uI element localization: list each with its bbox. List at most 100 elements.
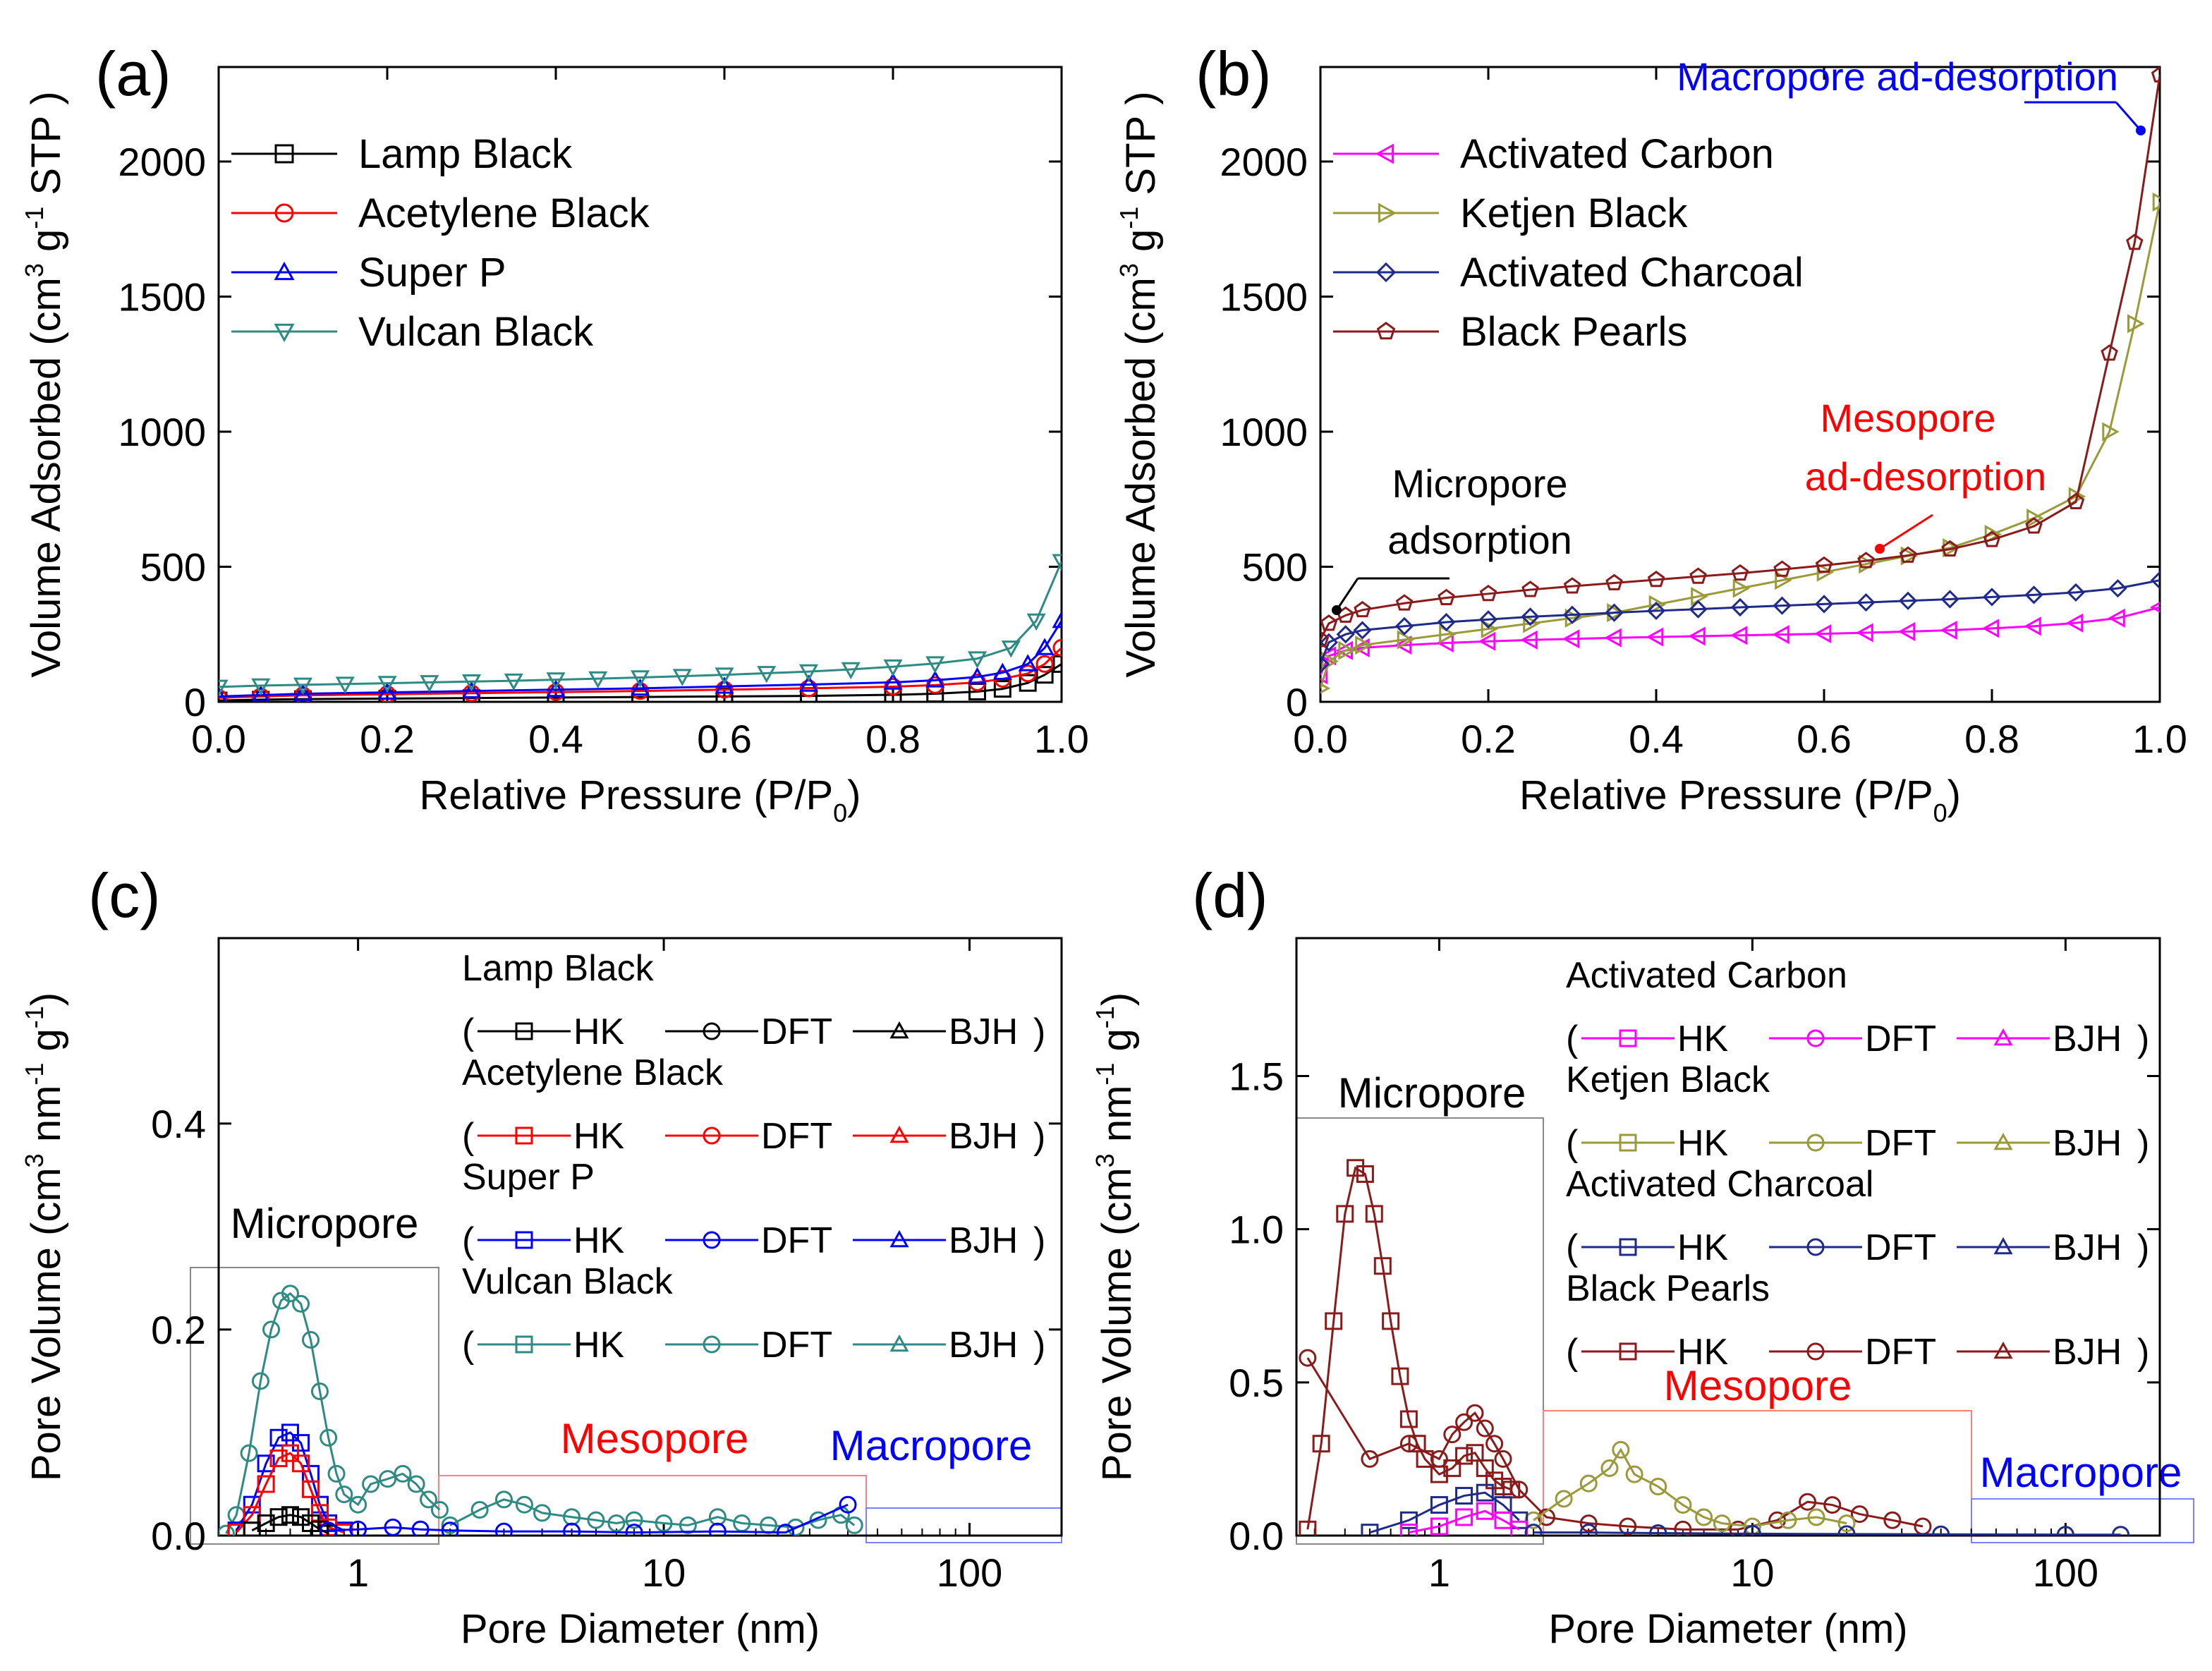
data-point-vulcan-black-hk <box>301 1331 320 1349</box>
legend-method-label: BJH <box>2053 1019 2122 1059</box>
legend-method-label: DFT <box>1865 1019 1936 1059</box>
panel-label: (a) <box>95 39 171 109</box>
legend-group-name: Black Pearls <box>1566 1268 1770 1309</box>
annotation-mesopore-dot <box>1875 544 1885 554</box>
data-point-vulcan-black <box>841 662 861 680</box>
data-point-vulcan-black-hk <box>430 1500 449 1519</box>
data-point-ketjen-black <box>2026 509 2044 528</box>
x-tick-label: 0.4 <box>528 717 583 761</box>
data-point-vulcan-black <box>798 664 819 682</box>
annotation-micropore: adsorption <box>1387 518 1572 562</box>
legend-method-label: BJH <box>2053 1227 2122 1268</box>
data-point-activated-charcoal <box>1478 610 1498 629</box>
legend-method-label: HK <box>1677 1332 1729 1373</box>
legend-marker <box>1619 1134 1637 1152</box>
legend-marker <box>1993 1236 2013 1255</box>
legend-close-paren: ) <box>2137 1019 2149 1059</box>
data-point-black-pearls <box>1605 573 1623 590</box>
macropore-region-box <box>1971 1498 2194 1543</box>
data-point-ketjen-black <box>1984 525 2003 545</box>
data-point-activated-charcoal-dft <box>1932 1525 1950 1536</box>
y-axis-label-part: 3 <box>20 263 49 277</box>
legend-group-name: Acetylene Black <box>462 1052 724 1093</box>
data-point-black-pearls <box>1983 530 2001 547</box>
annotation-mesopore: ad-desorption <box>1805 454 2046 499</box>
data-point-vulcan-black-hk <box>335 1485 353 1504</box>
data-point-ketjen-black <box>1732 578 1751 598</box>
mesopore-region-box <box>1543 1410 1972 1536</box>
legend-marker <box>1806 1238 1825 1256</box>
data-point-activated-charcoal-hk <box>1430 1496 1448 1514</box>
legend-open-paren: ( <box>1566 1123 1579 1164</box>
data-point-black-pearls <box>1899 546 1917 563</box>
data-point-black-pearls <box>1941 540 1959 557</box>
data-point-black-pearls-hk <box>1443 1459 1462 1477</box>
data-point-activated-carbon <box>1320 665 1328 685</box>
annotation-macropore: Macropore ad-desorption <box>1677 54 2118 99</box>
data-point-vulcan-black <box>335 676 355 694</box>
plot-frame <box>1319 66 2161 703</box>
data-point-vulcan-black-dft <box>679 1516 697 1534</box>
data-point-activated-charcoal-hk <box>1361 1524 1379 1536</box>
data-point-super-p-dft <box>384 1518 402 1536</box>
legend-marker <box>703 1022 721 1040</box>
data-point-activated-charcoal-dft <box>1649 1524 1667 1536</box>
x-axis-label: Relative Pressure (P/P0) <box>419 772 861 827</box>
x-axis-label-main: Relative Pressure (P/P <box>1519 772 1933 818</box>
data-point-activated-charcoal-dft <box>1743 1524 1761 1536</box>
data-point-black-pearls-dft <box>1299 1349 1317 1367</box>
data-point-super-p-dft <box>839 1495 857 1514</box>
panel-d: (d) Micropore Mesopore Macropore 1 10 100 0.0 0.… <box>1090 861 2194 1652</box>
data-point-acetylene-black-hk <box>281 1444 299 1462</box>
x-tick-label: 0.8 <box>1964 717 2019 761</box>
data-point-vulcan-black-hk <box>394 1464 412 1483</box>
data-point-vulcan-black <box>461 674 482 692</box>
data-point-black-pearls <box>1479 584 1497 602</box>
legend-marker <box>889 1334 909 1352</box>
y-axis-label-part: ) <box>1094 992 1140 1006</box>
data-point-vulcan-black-dft <box>786 1518 805 1536</box>
legend-label: Ketjen Black <box>1460 190 1688 236</box>
legend-method-label: BJH <box>2053 1332 2122 1373</box>
data-point-activated-carbon <box>2108 608 2125 628</box>
data-point-lamp-black <box>1035 666 1054 684</box>
legend-marker <box>515 1231 533 1249</box>
data-point-acetylene-black <box>547 683 565 701</box>
x-axis-label-end: ) <box>1947 772 1961 818</box>
data-point-lamp-black <box>993 680 1011 698</box>
data-point-black-pearls-dft <box>1361 1450 1379 1468</box>
data-point-black-pearls-dft <box>1799 1493 1817 1511</box>
data-point-vulcan-black-hk <box>310 1383 329 1401</box>
legend-marker <box>703 1335 721 1354</box>
mesopore-label: Mesopore <box>561 1415 749 1462</box>
data-point-activated-charcoal <box>1521 607 1540 626</box>
data-point-vulcan-black <box>967 651 988 669</box>
data-point-activated-carbon <box>1394 636 1412 655</box>
data-point-super-p <box>219 686 228 702</box>
panel-label: (c) <box>88 861 161 930</box>
annotation-mesopore: Mesopore <box>1820 396 1995 440</box>
data-point-black-pearls-hk <box>1299 1520 1317 1536</box>
y-axis-label-part: -1 <box>1090 1006 1119 1028</box>
legend-marker <box>889 1229 909 1248</box>
data-point-activated-charcoal <box>1336 625 1355 644</box>
data-point-vulcan-black-dft <box>708 1508 727 1526</box>
y-tick-label: 2000 <box>118 140 206 184</box>
data-point-super-p <box>925 670 945 688</box>
data-point-black-pearls <box>2067 492 2085 509</box>
legend-marker <box>274 203 294 223</box>
data-point-super-p-dft <box>625 1524 643 1536</box>
data-point-black-pearls-hk <box>1336 1205 1354 1223</box>
legend-marker <box>1378 202 1397 224</box>
series-layer <box>1299 1159 2130 1536</box>
legend-marker <box>889 1021 909 1039</box>
series-line-activated-carbon <box>1320 606 2160 676</box>
data-point-vulcan-black <box>1001 640 1021 658</box>
legend-marker <box>1375 143 1394 164</box>
plot-frame <box>217 937 1063 1537</box>
data-point-black-pearls <box>1521 581 1539 597</box>
data-point-black-pearls-hk <box>1312 1435 1330 1453</box>
x-tick-label: 10 <box>1730 1550 1774 1595</box>
x-axis-label-main: Pore Diameter (nm) <box>461 1606 820 1652</box>
